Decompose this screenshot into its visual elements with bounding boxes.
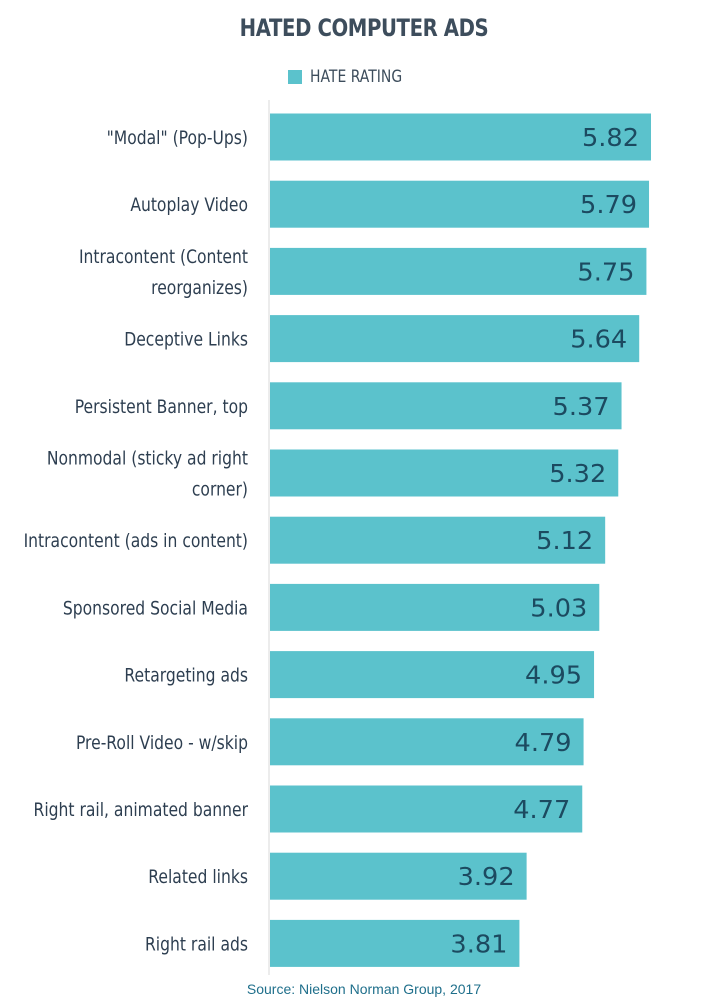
category-label: Intracontent (ads in content) (24, 531, 248, 553)
category-label: Right rail, animated banner (34, 800, 249, 822)
category-label: "Modal" (Pop-Ups) (107, 128, 248, 150)
bar (270, 785, 583, 833)
value-label: 5.79 (580, 190, 637, 219)
category-label: Deceptive Links (124, 329, 248, 351)
category-label: Nonmodal (sticky ad right (47, 448, 248, 470)
category-label: Intracontent (Content (79, 246, 248, 268)
value-label: 3.81 (450, 929, 507, 958)
value-label: 5.32 (549, 459, 606, 488)
bar (270, 315, 640, 363)
legend-swatch (288, 70, 302, 84)
category-label: corner) (192, 479, 248, 501)
value-label: 5.03 (530, 593, 587, 622)
value-label: 4.95 (525, 661, 582, 690)
bar (270, 919, 520, 967)
category-label: reorganizes) (151, 277, 248, 299)
value-label: 3.92 (458, 862, 515, 891)
bar (270, 180, 650, 228)
category-label: Autoplay Video (130, 195, 248, 217)
category-label: Right rail ads (145, 934, 248, 956)
bar (270, 583, 600, 631)
bar (270, 247, 647, 295)
value-label: 5.12 (536, 526, 593, 555)
value-label: 5.64 (570, 325, 627, 354)
chart-title: HATED COMPUTER ADS (239, 14, 489, 42)
value-label: 4.79 (515, 728, 572, 757)
bar (270, 449, 619, 497)
bar (270, 113, 651, 161)
category-label: Pre-Roll Video - w/skip (76, 732, 248, 754)
bar (270, 651, 595, 699)
category-label: Persistent Banner, top (75, 396, 248, 418)
bar (270, 852, 527, 900)
bar (270, 382, 622, 430)
category-label: Related links (148, 867, 248, 889)
category-label: Sponsored Social Media (63, 598, 248, 620)
value-label: 5.82 (582, 123, 639, 152)
bar (270, 516, 606, 564)
value-label: 4.77 (513, 795, 570, 824)
value-label: 5.75 (577, 257, 634, 286)
source-note: Source: Nielson Norman Group, 2017 (246, 981, 482, 997)
bars-layer: 5.82 "Modal" (Pop-Ups) 5.79 Autoplay Video 5… (24, 113, 651, 967)
bar (270, 718, 584, 766)
category-label: Retargeting ads (124, 665, 248, 687)
value-label: 5.37 (553, 392, 610, 421)
legend: HATE RATING (288, 64, 422, 90)
legend-label: HATE RATING (310, 67, 403, 87)
